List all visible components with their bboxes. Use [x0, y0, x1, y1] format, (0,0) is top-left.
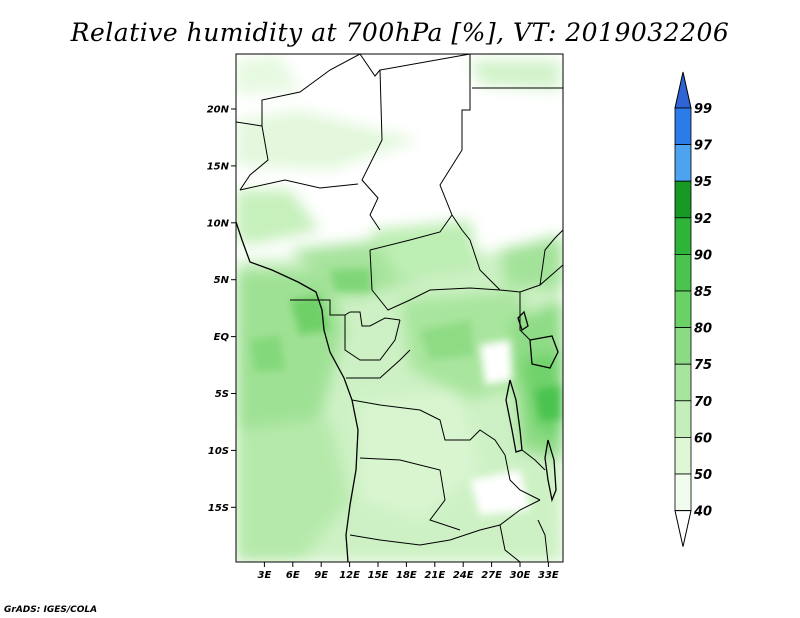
colorbar-bottom-arrow: [674, 510, 692, 547]
coastline: [236, 221, 359, 562]
colorbar-segment: [674, 327, 692, 365]
lon-tick-label: 27E: [481, 570, 502, 581]
lon-tick-label: 15E: [368, 570, 389, 581]
colorbar-label: 40: [693, 505, 712, 520]
lon-tick-label: 12E: [339, 570, 360, 581]
colorbar-segment: [674, 436, 692, 475]
lon-tick-label: 24E: [453, 570, 474, 581]
map-title: Relative humidity at 700hPa [%], VT: 201…: [70, 18, 730, 47]
colorbar-segment: [674, 290, 692, 328]
lon-tick-label: 21E: [424, 570, 445, 581]
lat-tick-label: 10N: [207, 218, 230, 229]
longitude-axis: 3E 6E 9E 12E 15E 18E 21E 24E 27E 30E 33E: [258, 562, 559, 581]
lon-tick-label: 9E: [314, 570, 328, 581]
colorbar-label: 70: [694, 395, 712, 410]
colorbar-segment: [674, 253, 692, 292]
colorbar-label: 85: [694, 285, 712, 300]
lon-tick-label: 30E: [510, 570, 531, 581]
lon-tick-label: 33E: [538, 570, 559, 581]
lat-tick-label: 15S: [208, 503, 229, 514]
colorbar-segment: [674, 400, 692, 438]
colorbar-segment: [674, 180, 692, 219]
lat-tick-label: 20N: [207, 105, 230, 116]
colorbar-segment: [674, 107, 692, 145]
lat-tick-label: 10S: [208, 446, 229, 457]
colorbar-label: 80: [694, 322, 712, 337]
lake-tanganyika: [505, 379, 523, 453]
colorbar-top-arrow: [674, 71, 692, 109]
lat-tick-label: 5N: [214, 275, 230, 286]
colorbar-label: 75: [694, 358, 712, 373]
map-panel: [235, 53, 564, 563]
colorbar-label: 95: [694, 175, 712, 190]
country-borders: [236, 54, 563, 562]
colorbar: 99 97 95 92 90 85 80 75 70 60 50 40: [674, 71, 713, 547]
lat-tick-label: 5S: [215, 389, 229, 400]
colorbar-label: 99: [694, 102, 712, 117]
colorbar-segment: [674, 217, 692, 255]
colorbar-label: 97: [694, 139, 713, 154]
colorbar-label: 90: [694, 248, 712, 263]
lat-tick-label: EQ: [214, 332, 230, 343]
colorbar-segment: [674, 363, 692, 402]
lon-tick-label: 18E: [396, 570, 417, 581]
latitude-axis: 20N 15N 10N 5N EQ 5S 10S 15S: [207, 105, 236, 514]
credit-label: GrADS: IGES/COLA: [4, 605, 97, 615]
colorbar-label: 50: [694, 468, 712, 483]
lake-albert: [517, 310, 529, 332]
lake-victoria: [529, 335, 559, 369]
lake-malawi: [544, 439, 557, 503]
colorbar-label: 92: [694, 212, 712, 227]
lat-tick-label: 15N: [207, 161, 230, 172]
colorbar-segment: [674, 473, 692, 511]
map-frame: [235, 53, 564, 563]
colorbar-segment: [674, 144, 692, 182]
lon-tick-label: 6E: [286, 570, 300, 581]
lon-tick-label: 3E: [258, 570, 272, 581]
colorbar-label: 60: [694, 431, 712, 446]
